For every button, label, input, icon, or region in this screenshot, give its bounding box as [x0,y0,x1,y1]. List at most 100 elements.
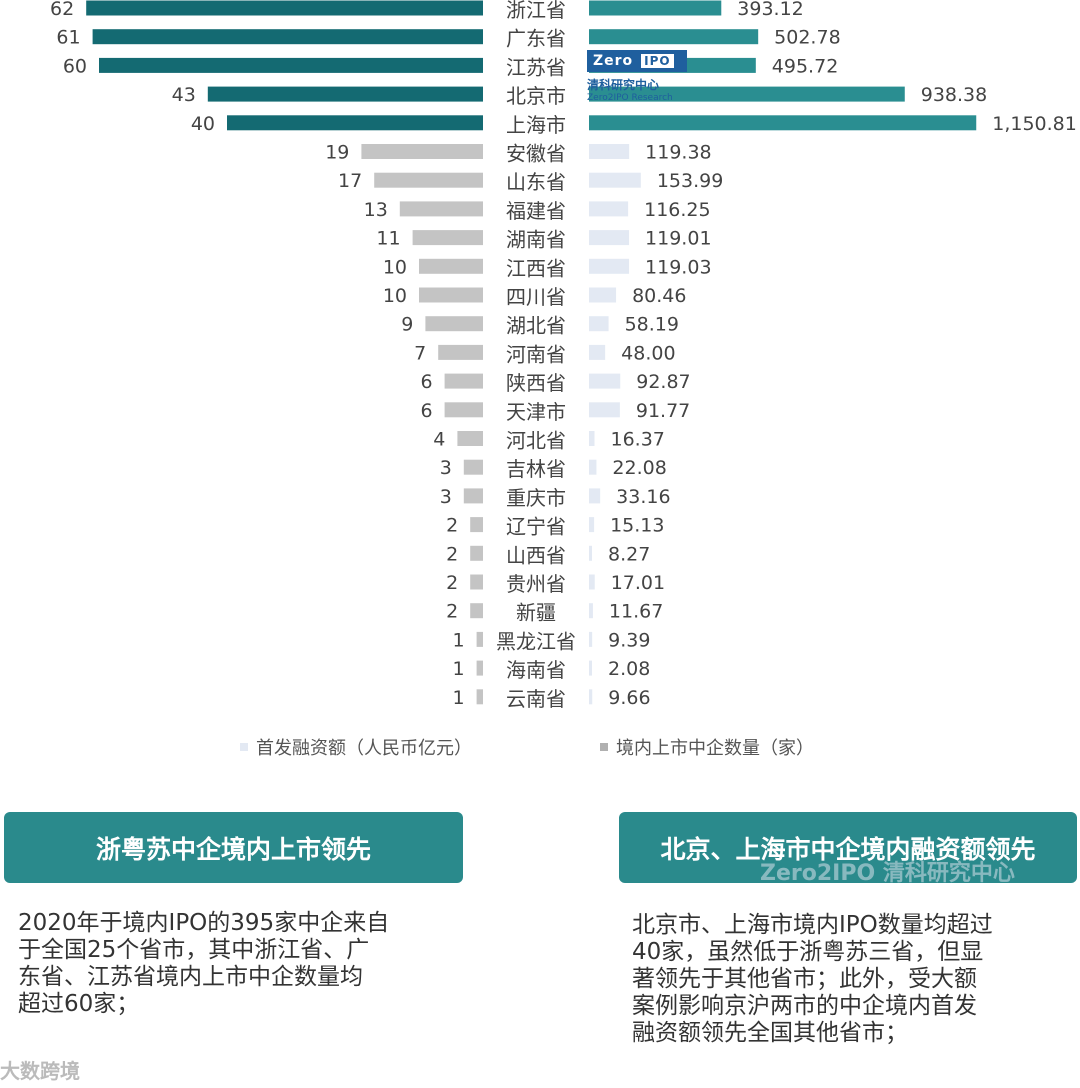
amount-label: 48.00 [621,342,675,364]
amount-label: 33.16 [616,486,670,508]
legend-count: 境内上市中企数量（家） [600,734,814,760]
right-paragraph-line: 北京市、上海市境内IPO数量均超过 [632,912,993,938]
category-label: 陕西省 [506,371,566,395]
count-label: 2 [446,601,458,623]
count-label: 3 [440,486,452,508]
count-label: 61 [56,27,80,49]
amount-label: 92.87 [636,371,690,393]
count-label: 7 [414,342,426,364]
right-paragraph-line: 融资额领先全国其他省市； [632,1020,908,1046]
amount-bar [589,258,630,274]
category-label: 黑龙江省 [496,629,576,653]
amount-label: 495.72 [772,55,838,77]
amount-bar [589,603,593,619]
left-paragraph-line: 超过60家； [18,991,140,1017]
amount-bar [589,0,722,16]
count-bar [444,373,483,389]
count-bar [476,689,483,705]
left-banner-title: 浙粤苏中企境内上市领先 [95,834,371,864]
amount-label: 15.13 [610,515,664,537]
amount-label: 119.03 [645,256,711,278]
logo-chinese-name: 清科研究中心 [587,78,660,92]
category-label: 天津市 [506,400,566,424]
category-label: 海南省 [506,658,566,682]
count-bar [207,86,484,102]
corner-watermark: 大数跨境 [0,1059,80,1083]
count-bar [412,230,483,246]
right-banner: 北京、上海市中企境内融资额领先 [619,812,1077,883]
right-paragraph: 北京市、上海市境内IPO数量均超过 40家，虽然低于浙粤苏三省，但显 著领先于其… [632,912,993,1047]
amount-bar [589,29,759,45]
category-label: 安徽省 [506,142,566,166]
count-label: 6 [421,371,433,393]
category-label: 湖北省 [506,314,566,338]
amount-label: 11.67 [609,601,663,623]
right-banner-title: 北京、上海市中企境内融资额领先 [660,834,1036,864]
right-paragraph-line: 著领先于其他省市；此外，受大额 [632,966,977,992]
count-label: 13 [364,199,388,221]
category-label: 四川省 [506,285,566,309]
count-bar [92,29,483,45]
amount-label: 2.08 [608,658,650,680]
count-bar [463,459,483,475]
count-bar [425,316,483,332]
amount-label: 91.77 [636,400,690,422]
count-label: 3 [440,457,452,479]
count-bar [476,631,483,647]
count-bar [374,172,483,188]
amount-label: 119.38 [645,142,711,164]
category-label: 重庆市 [506,486,566,510]
category-label: 云南省 [506,687,566,711]
amount-label: 153.99 [657,170,723,192]
amount-bar [589,574,595,590]
logo-badge: Zero IPO [587,50,687,72]
count-bar [463,488,483,504]
amount-label: 938.38 [921,84,987,106]
count-label: 1 [453,629,465,651]
legend-amount: 首发融资额（人民币亿元） [240,734,472,760]
category-label: 浙江省 [506,0,566,22]
left-banner: 浙粤苏中企境内上市领先 [4,812,463,883]
amount-label: 1,150.81 [992,113,1077,135]
right-paragraph-line: 40家，虽然低于浙粤苏三省，但显 [632,939,984,965]
count-label: 60 [63,55,87,77]
amount-bar [589,115,977,131]
category-label: 广东省 [506,27,566,51]
amount-bar [589,287,617,303]
category-label: 贵州省 [506,572,566,596]
amount-label: 17.01 [611,572,665,594]
amount-bar [589,517,595,533]
count-bar [444,402,483,418]
amount-label: 80.46 [632,285,686,307]
amount-label: 8.27 [608,543,650,565]
count-bar [227,115,483,131]
left-paragraph-line: 于全国25个省市，其中浙江省、广 [18,937,370,963]
count-label: 2 [446,543,458,565]
legend-amount-swatch [240,743,248,751]
count-label: 4 [433,429,445,451]
amount-bar [589,144,630,159]
left-paragraph-line: 东省、江苏省境内上市中企数量均 [18,964,363,990]
amount-bar [589,459,597,475]
count-label: 6 [421,400,433,422]
amount-bar [589,344,606,360]
count-label: 10 [383,256,407,278]
category-label: 江苏省 [506,55,566,79]
count-bar [470,545,483,561]
center-watermark: Zero2IPO 清科研究中心 [760,861,1015,886]
left-paragraph-line: 2020年于境内IPO的395家中企来自 [18,910,390,936]
amount-label: 119.01 [645,228,711,250]
legend-count-swatch [600,743,608,751]
legend-amount-label: 首发融资额（人民币亿元） [256,738,472,759]
amount-label: 58.19 [625,314,679,336]
category-label: 河北省 [506,429,566,453]
amount-bar [589,230,630,246]
count-bar [457,431,483,446]
amount-bar [589,373,621,389]
category-label: 新疆 [516,601,556,625]
count-label: 1 [453,687,465,709]
zero2ipo-logo: Zero IPO 清科研究中心 Zero2IPO Research [587,50,697,110]
count-label: 10 [383,285,407,307]
amount-bar [589,172,641,188]
